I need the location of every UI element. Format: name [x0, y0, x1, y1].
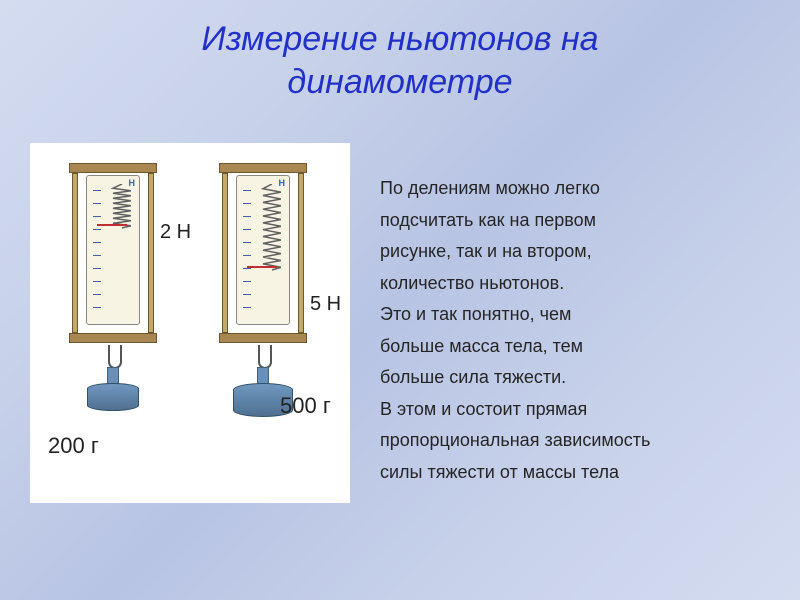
frame-top [69, 163, 157, 173]
frame-bottom [69, 333, 157, 343]
reading-label-2: 5 Н [310, 293, 341, 316]
scale-tube: Н [236, 175, 290, 325]
scale-tube: Н [86, 175, 140, 325]
frame-stem-right [148, 173, 154, 333]
body-text: По делениям можно легко подсчитать как н… [380, 173, 760, 488]
scale-ticks [93, 190, 103, 320]
body-text-area: По делениям можно легко подсчитать как н… [350, 143, 770, 503]
mass-label-1: 200 г [48, 433, 99, 459]
reading-label-1: 2 Н [160, 221, 191, 244]
mass-label-2: 500 г [280, 393, 331, 419]
hook-icon [108, 345, 122, 369]
weight-body [87, 383, 139, 411]
frame-stem-right [298, 173, 304, 333]
frame-stem-left [72, 173, 78, 333]
page-title: Измерение ньютонов на динамометре [0, 0, 800, 103]
content-row: НН 2 Н 5 Н 200 г 500 г По делениям можно лег… [0, 103, 800, 503]
scale-ticks [243, 190, 253, 320]
pointer [97, 224, 127, 226]
spring-icon [261, 184, 281, 272]
frame-bottom [219, 333, 307, 343]
hook-icon [258, 345, 272, 369]
frame-stem-left [222, 173, 228, 333]
pointer [247, 266, 277, 268]
frame-top [219, 163, 307, 173]
diagram: НН 2 Н 5 Н 200 г 500 г [30, 143, 350, 503]
